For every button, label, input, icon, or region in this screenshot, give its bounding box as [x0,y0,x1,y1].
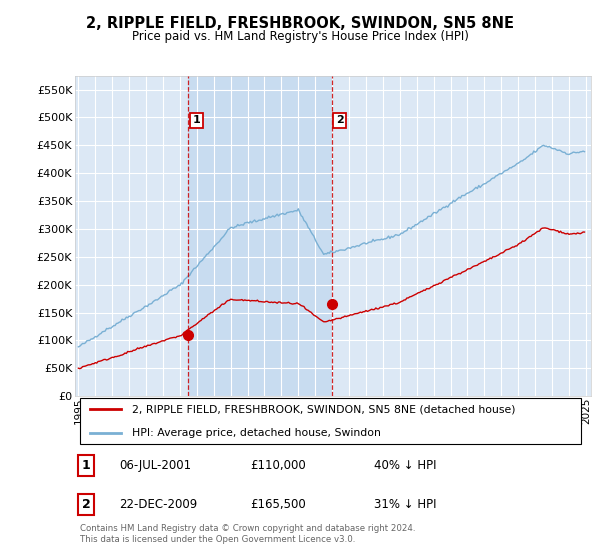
Text: £110,000: £110,000 [250,459,306,472]
Text: HPI: Average price, detached house, Swindon: HPI: Average price, detached house, Swin… [132,428,380,438]
Text: 2: 2 [82,498,91,511]
Text: 2, RIPPLE FIELD, FRESHBROOK, SWINDON, SN5 8NE: 2, RIPPLE FIELD, FRESHBROOK, SWINDON, SN… [86,16,514,31]
Text: 2: 2 [336,115,344,125]
FancyBboxPatch shape [80,398,581,444]
Text: 31% ↓ HPI: 31% ↓ HPI [374,498,437,511]
Text: 40% ↓ HPI: 40% ↓ HPI [374,459,437,472]
Text: Price paid vs. HM Land Registry's House Price Index (HPI): Price paid vs. HM Land Registry's House … [131,30,469,43]
Text: 1: 1 [193,115,200,125]
Text: Contains HM Land Registry data © Crown copyright and database right 2024.
This d: Contains HM Land Registry data © Crown c… [80,525,416,544]
Text: 2, RIPPLE FIELD, FRESHBROOK, SWINDON, SN5 8NE (detached house): 2, RIPPLE FIELD, FRESHBROOK, SWINDON, SN… [132,404,515,414]
Bar [188,76,332,396]
Text: £165,500: £165,500 [250,498,306,511]
Text: 06-JUL-2001: 06-JUL-2001 [119,459,191,472]
Text: 22-DEC-2009: 22-DEC-2009 [119,498,197,511]
Text: 1: 1 [82,459,91,472]
